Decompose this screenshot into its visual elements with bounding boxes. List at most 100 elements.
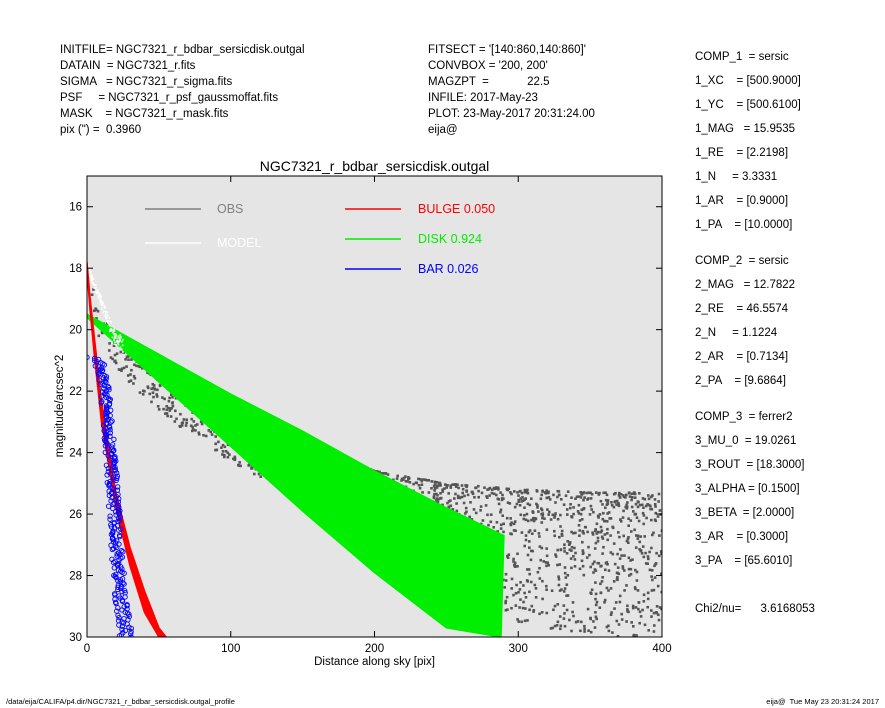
obs-point: [438, 484, 441, 487]
model-point: [118, 341, 120, 344]
obs-point: [108, 342, 111, 345]
obs-point: [156, 388, 159, 392]
obs-point: [635, 579, 639, 582]
obs-point: [153, 388, 157, 391]
bar-point: [106, 387, 112, 393]
obs-point: [171, 401, 174, 405]
obs-point: [479, 509, 482, 512]
obs-point: [585, 556, 589, 559]
obs-point: [653, 564, 656, 568]
obs-point: [508, 502, 512, 505]
obs-point: [536, 506, 539, 509]
obs-point: [438, 482, 442, 485]
model-point: [113, 343, 116, 345]
obs-point: [171, 404, 175, 408]
obs-point: [625, 620, 628, 623]
obs-point: [627, 491, 631, 494]
bar-point: [114, 551, 120, 557]
obs-point: [526, 519, 530, 523]
obs-point: [563, 550, 566, 553]
obs-point: [657, 613, 660, 617]
bar-point: [95, 371, 102, 378]
obs-point: [650, 615, 653, 618]
model-point: [96, 290, 99, 292]
obs-point: [574, 620, 578, 624]
obs-point: [535, 489, 539, 492]
obs-point: [435, 497, 439, 500]
obs-point: [463, 494, 466, 498]
header-plot: PLOT: 23-May-2017 20:31:24.00: [428, 108, 595, 120]
obs-point: [547, 513, 550, 516]
model-point: [90, 279, 93, 282]
comp-line: 1_PA = [10.0000]: [695, 219, 793, 231]
obs-point: [175, 417, 178, 421]
obs-point: [583, 624, 586, 628]
obs-point: [509, 517, 512, 520]
obs-point: [644, 551, 647, 555]
obs-point: [468, 515, 471, 519]
obs-point: [646, 605, 649, 609]
obs-point: [653, 624, 656, 627]
obs-point: [129, 379, 133, 382]
obs-point: [552, 608, 555, 612]
obs-point: [449, 499, 452, 502]
obs-point: [541, 512, 545, 515]
obs-point: [641, 503, 644, 507]
obs-point: [439, 492, 442, 495]
y-tick-label: 28: [69, 571, 82, 583]
model-point: [100, 301, 103, 304]
obs-point: [404, 475, 407, 478]
obs-point: [593, 626, 597, 629]
obs-point: [146, 371, 149, 375]
bar-point: [126, 613, 132, 620]
obs-point: [583, 496, 586, 499]
obs-point: [232, 457, 235, 461]
model-point: [107, 322, 109, 325]
obs-point: [226, 455, 230, 459]
obs-point: [126, 374, 130, 377]
obs-point: [396, 474, 399, 478]
obs-point: [660, 572, 662, 576]
obs-point: [540, 546, 544, 550]
obs-point: [504, 599, 508, 603]
obs-point: [592, 571, 595, 574]
obs-point: [642, 522, 645, 526]
obs-point: [469, 501, 472, 504]
model-point: [105, 317, 107, 319]
obs-point: [538, 612, 541, 616]
obs-point: [174, 409, 177, 413]
obs-point: [609, 613, 613, 616]
obs-point: [487, 487, 491, 491]
obs-point: [603, 519, 606, 523]
obs-point: [517, 494, 520, 497]
obs-point: [545, 528, 549, 531]
bar-point: [115, 586, 121, 593]
obs-point: [618, 491, 621, 495]
header-infile: INFILE: 2017-May-23: [428, 92, 538, 104]
obs-point: [652, 531, 655, 535]
obs-point: [643, 535, 646, 538]
legend-label: OBS: [217, 202, 243, 216]
model-point: [99, 294, 102, 297]
model-point: [109, 325, 111, 327]
obs-point: [417, 484, 421, 487]
model-point: [100, 296, 102, 298]
obs-point: [550, 589, 554, 592]
obs-point: [615, 577, 619, 581]
obs-point: [626, 609, 629, 613]
obs-point: [573, 565, 577, 568]
obs-point: [593, 547, 597, 550]
obs-point: [660, 529, 662, 532]
obs-point: [596, 539, 600, 543]
obs-point: [170, 393, 173, 396]
obs-point: [633, 512, 637, 516]
obs-point: [564, 576, 568, 579]
obs-point: [441, 490, 444, 493]
obs-point: [523, 506, 526, 509]
obs-point: [479, 505, 483, 508]
obs-point: [447, 506, 451, 510]
data-marks: [87, 262, 662, 637]
bar-point: [114, 470, 120, 476]
obs-point: [570, 530, 573, 534]
obs-point: [124, 358, 127, 361]
